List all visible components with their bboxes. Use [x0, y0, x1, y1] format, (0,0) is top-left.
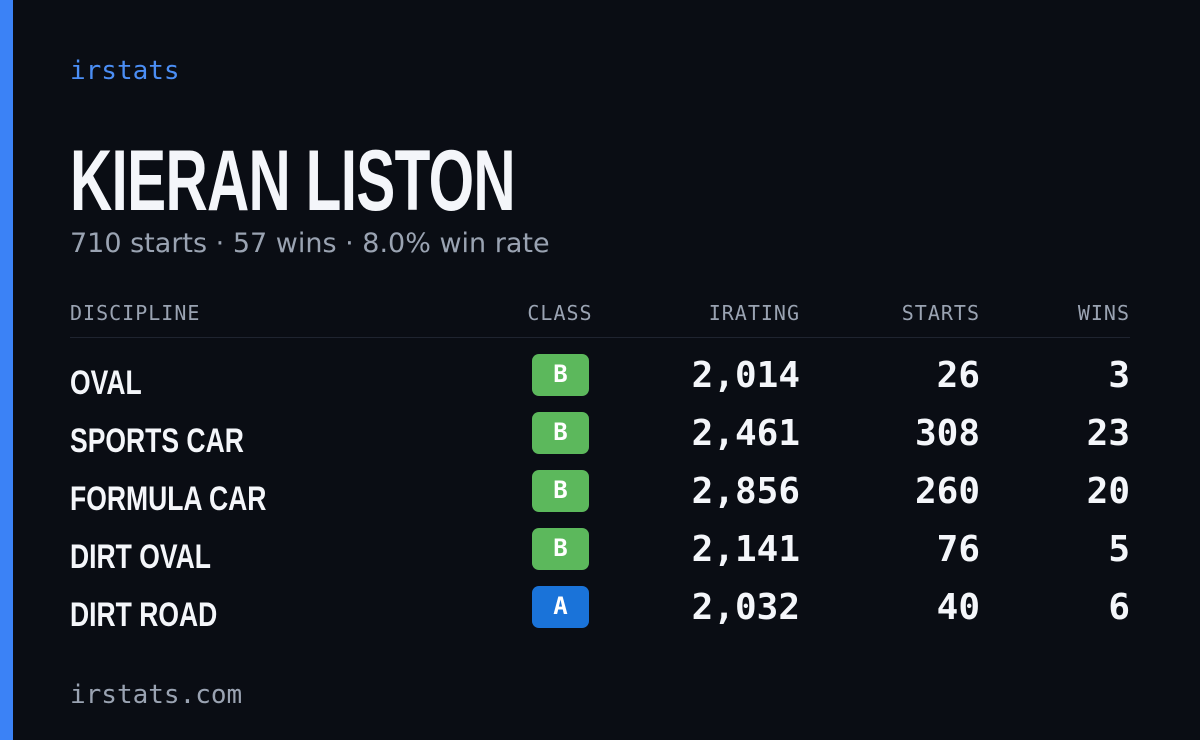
class-badge: B	[532, 470, 589, 512]
starts: 308	[914, 413, 980, 454]
irating: 2,014	[691, 355, 800, 396]
summary: 710 starts · 57 wins · 8.0% win rate	[70, 228, 550, 259]
wins: 6	[1108, 587, 1130, 628]
player-name: KIERAN LISTON	[70, 133, 516, 229]
irating: 2,856	[691, 471, 800, 512]
discipline: DIRT ROAD	[70, 596, 218, 634]
class-badge: A	[532, 586, 589, 628]
discipline: SPORTS CAR	[70, 422, 244, 460]
discipline: FORMULA CAR	[70, 480, 267, 518]
starts: 76	[936, 529, 980, 570]
column-header: CLASS	[527, 301, 593, 325]
wins: 5	[1108, 529, 1130, 570]
starts: 40	[936, 587, 980, 628]
class-badge: B	[532, 528, 589, 570]
irating: 2,032	[691, 587, 800, 628]
wins: 3	[1108, 355, 1130, 396]
irating: 2,461	[691, 413, 800, 454]
brand: irstats	[70, 56, 180, 86]
starts: 260	[914, 471, 980, 512]
column-header: DISCIPLINE	[70, 301, 201, 325]
class-badge: B	[532, 354, 589, 396]
irating: 2,141	[691, 529, 800, 570]
column-header: WINS	[1077, 301, 1130, 325]
starts: 26	[936, 355, 980, 396]
footer: irstats.com	[70, 680, 243, 710]
class-badge: B	[532, 412, 589, 454]
accent-bar	[0, 0, 13, 740]
discipline: OVAL	[70, 364, 142, 402]
wins: 20	[1086, 471, 1130, 512]
column-header: IRATING	[708, 301, 800, 325]
wins: 23	[1086, 413, 1130, 454]
discipline: DIRT OVAL	[70, 538, 211, 576]
column-header: STARTS	[901, 301, 980, 325]
separator	[70, 337, 1130, 338]
